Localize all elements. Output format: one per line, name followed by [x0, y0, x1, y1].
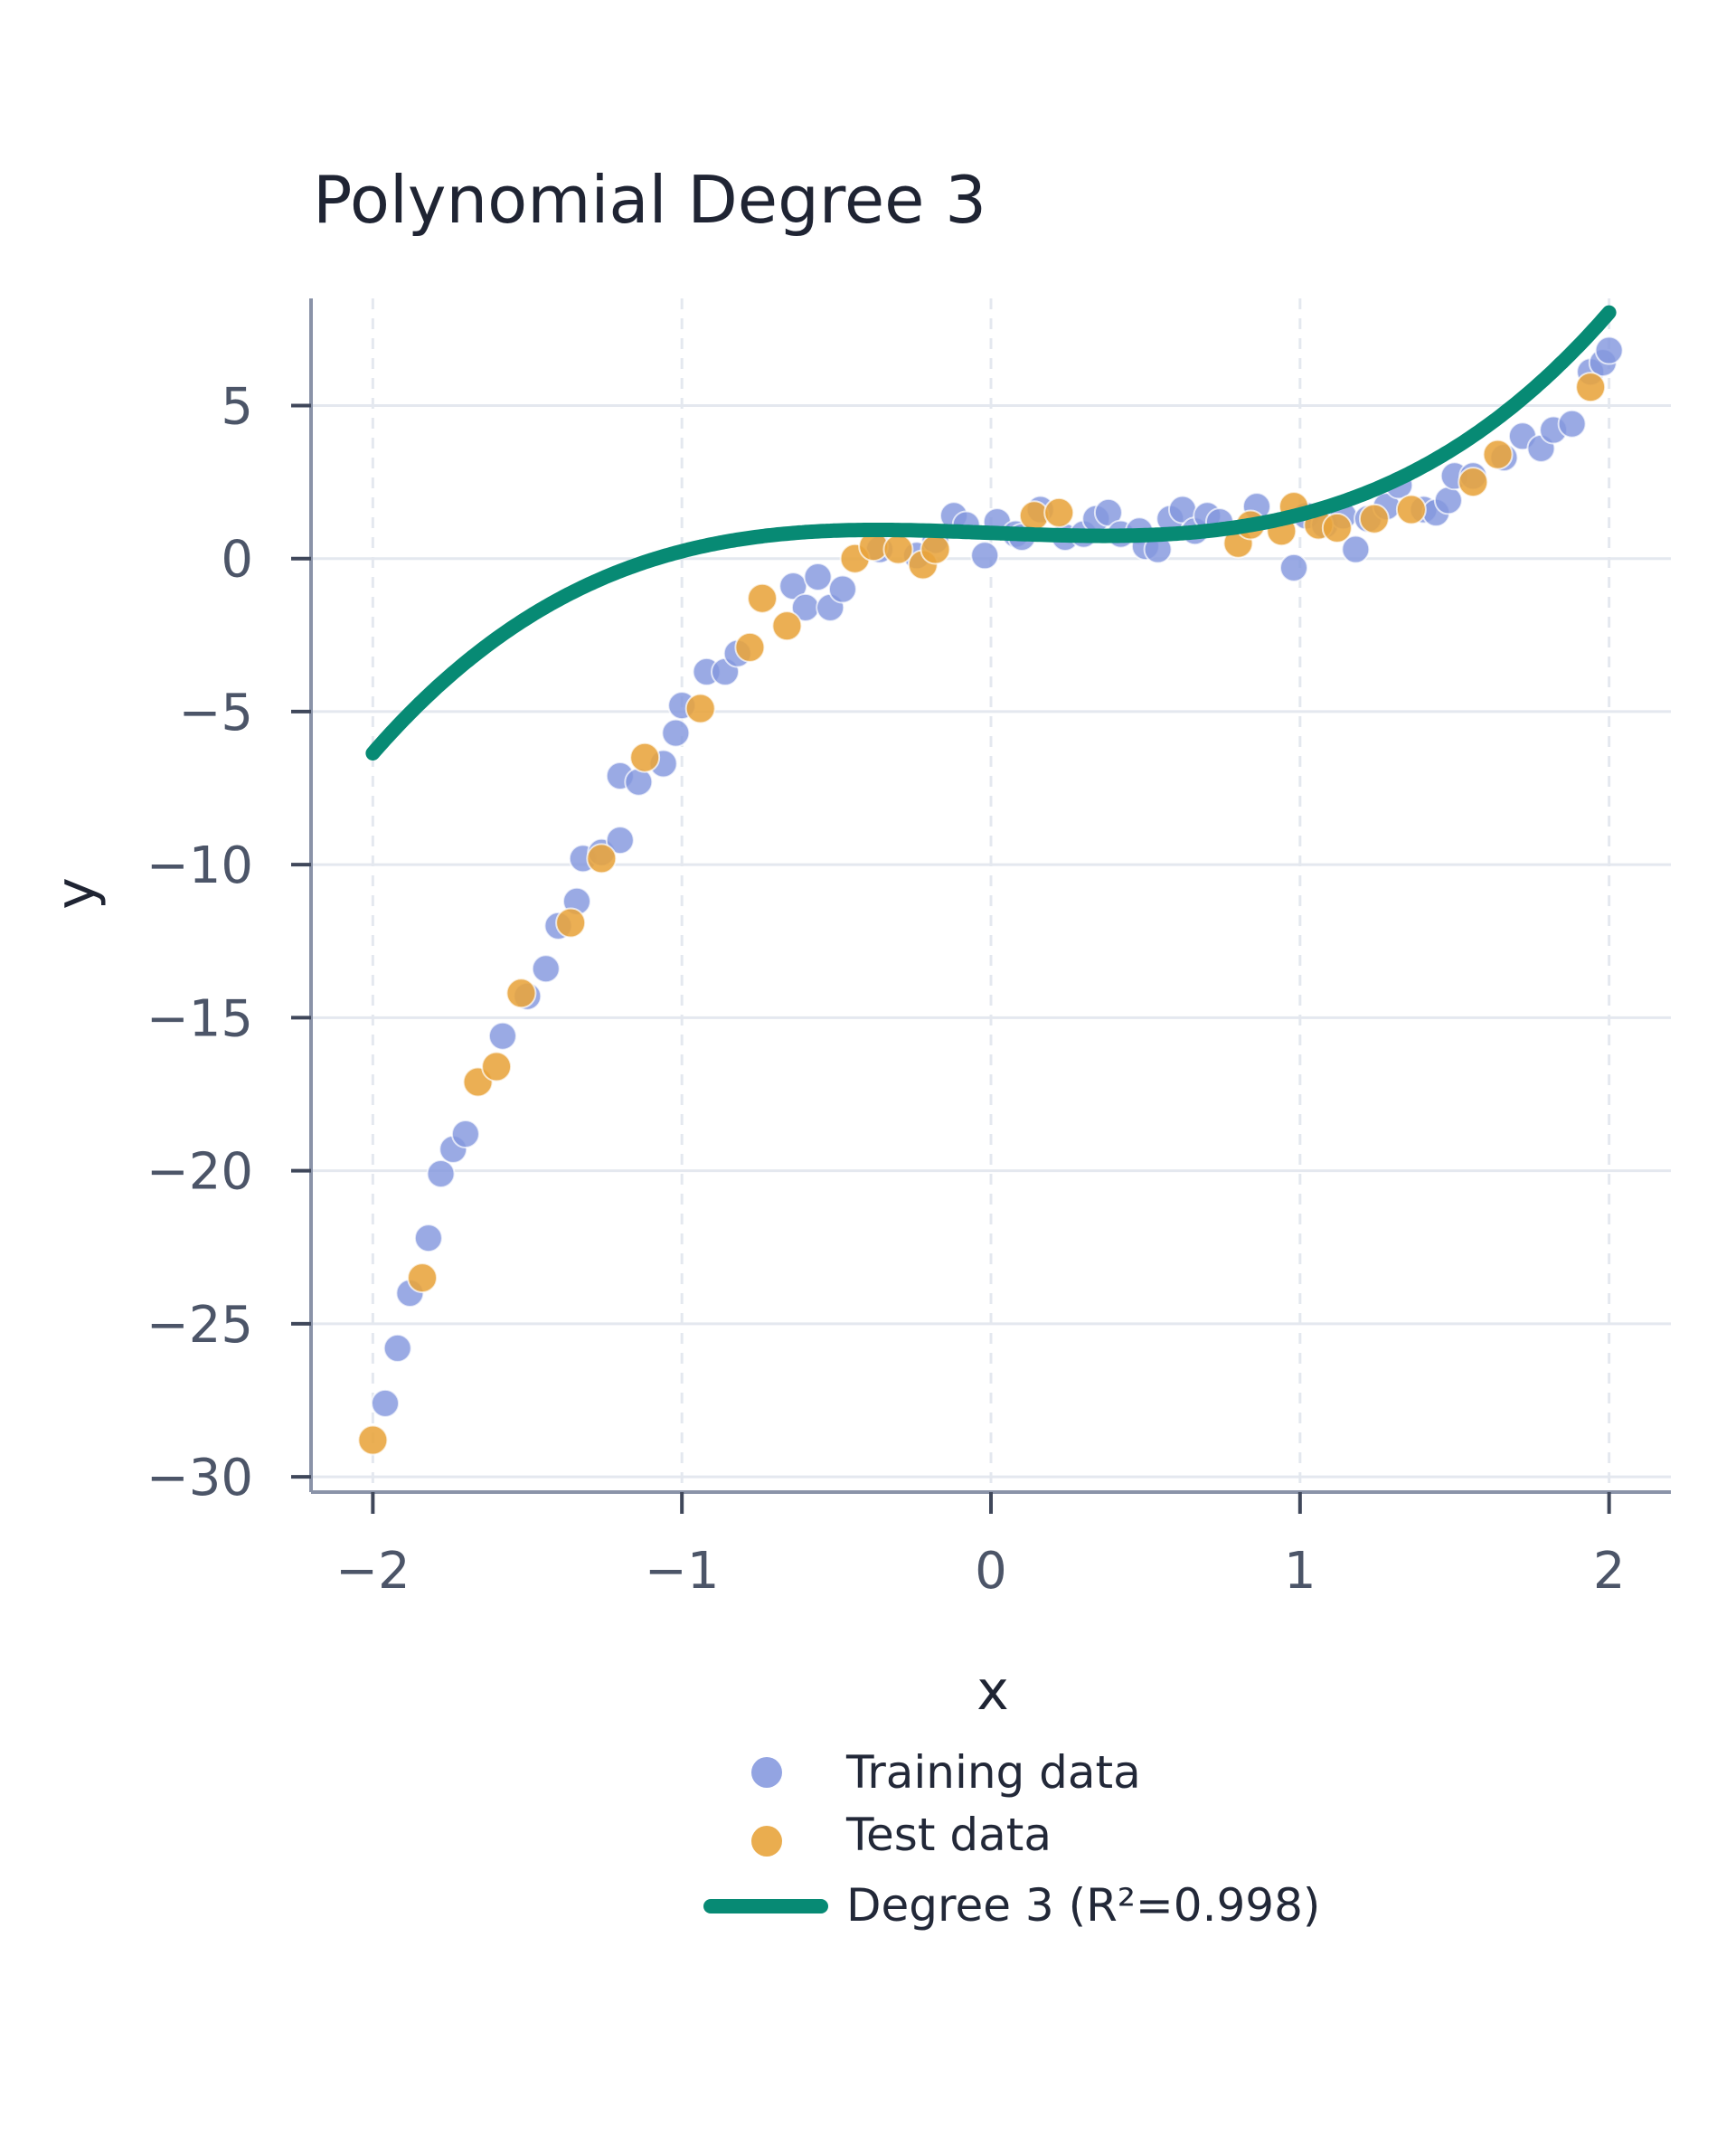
training-point — [661, 718, 691, 748]
training-point — [970, 541, 1000, 571]
training-point — [1278, 553, 1308, 582]
test-point — [357, 1424, 389, 1456]
test-point — [1482, 439, 1514, 470]
y-axis-label: y — [44, 877, 108, 910]
test-point — [555, 907, 587, 939]
y-tick-label: −25 — [146, 1296, 253, 1355]
legend-label-test: Test data — [845, 1809, 1052, 1861]
training-point — [1341, 534, 1371, 564]
legend-marker-test — [751, 1826, 782, 1857]
test-point — [1395, 494, 1427, 525]
training-point — [450, 1120, 480, 1148]
legend: Training data Test data Degree 3 (R²=0.9… — [703, 1746, 1320, 1932]
training-point — [487, 1021, 517, 1051]
test-point — [771, 610, 803, 642]
y-tick-label: 0 — [221, 531, 253, 590]
y-tick-label: −30 — [146, 1449, 253, 1507]
y-tick-label: −15 — [146, 989, 253, 1048]
x-tick-label: 2 — [1593, 1542, 1626, 1601]
training-point — [426, 1159, 456, 1188]
y-tick-label: 5 — [221, 377, 253, 436]
x-tick-label: 1 — [1284, 1542, 1316, 1601]
x-axis-label: x — [976, 1659, 1009, 1723]
test-point — [1575, 372, 1607, 403]
training-point — [1433, 486, 1463, 515]
test-point — [920, 534, 951, 565]
training-point — [803, 562, 833, 591]
y-tick-label: −20 — [146, 1143, 253, 1202]
x-tick-label: 0 — [975, 1542, 1007, 1601]
training-point — [371, 1388, 401, 1418]
test-point — [586, 843, 618, 874]
test-point — [1321, 512, 1353, 543]
training-point — [1594, 335, 1624, 365]
test-point — [684, 693, 716, 724]
test-point — [747, 582, 778, 614]
training-point — [382, 1333, 412, 1363]
x-tick-label: −2 — [335, 1542, 410, 1601]
training-point — [1093, 497, 1123, 527]
test-point — [407, 1262, 439, 1294]
test-point — [882, 534, 914, 565]
training-point — [413, 1224, 443, 1253]
y-ticks: 5 0 −5 −10 −15 −20 −25 −30 — [146, 377, 311, 1507]
test-point — [505, 978, 537, 1009]
y-tick-label: −5 — [178, 684, 253, 742]
fit-line — [365, 305, 1617, 761]
test-point — [629, 742, 661, 773]
test-point — [481, 1051, 513, 1082]
test-point — [734, 631, 766, 663]
chart-title: Polynomial Degree 3 — [313, 162, 986, 238]
training-point — [827, 574, 857, 604]
x-tick-label: −1 — [645, 1542, 720, 1601]
test-point — [1458, 467, 1489, 498]
fit-curve — [365, 305, 1617, 761]
x-ticks: −2 −1 0 1 2 — [335, 1492, 1625, 1601]
legend-label-training: Training data — [845, 1746, 1141, 1799]
training-point — [605, 826, 635, 855]
training-point — [531, 954, 561, 984]
legend-marker-training — [751, 1757, 782, 1788]
y-tick-label: −10 — [146, 836, 253, 895]
legend-label-fit: Degree 3 (R²=0.998) — [846, 1879, 1320, 1932]
test-point — [1358, 503, 1390, 534]
training-point — [1557, 409, 1587, 439]
test-point — [1043, 496, 1075, 528]
